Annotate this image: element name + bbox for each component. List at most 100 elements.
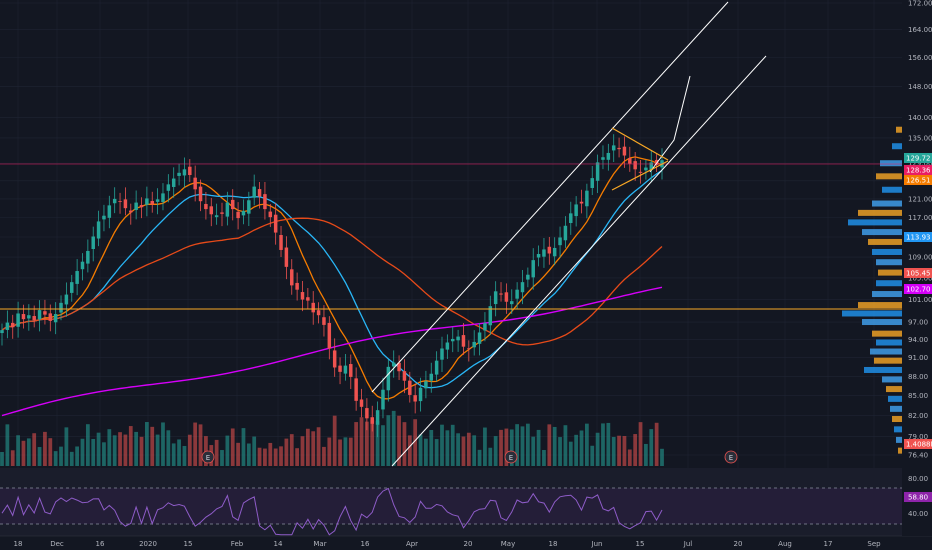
time-axis-bg bbox=[0, 536, 932, 550]
volume-profile-bar bbox=[868, 238, 902, 245]
volume-bar bbox=[118, 432, 122, 466]
volume-profile-bar bbox=[878, 269, 902, 276]
candle-body bbox=[150, 200, 154, 205]
volume-bar bbox=[241, 428, 246, 466]
time-tick-label: 14 bbox=[274, 540, 283, 548]
candle-body bbox=[332, 350, 337, 368]
earnings-marker bbox=[724, 450, 738, 464]
candle-body bbox=[53, 314, 58, 323]
candles bbox=[0, 134, 664, 438]
volume-bar bbox=[585, 423, 589, 466]
volume-bar bbox=[91, 438, 96, 466]
candle-body bbox=[129, 210, 133, 213]
volume-profile-bar bbox=[892, 416, 902, 423]
candle-body bbox=[349, 364, 353, 377]
volume-bar bbox=[155, 434, 160, 466]
candle-body bbox=[434, 360, 439, 375]
volume-bar bbox=[633, 434, 638, 466]
price-tick-label: 85.00 bbox=[908, 392, 928, 400]
volume-bar bbox=[327, 437, 332, 466]
volume-bar bbox=[305, 428, 310, 466]
pennant-upper bbox=[611, 127, 669, 161]
volume-profile-bar bbox=[872, 200, 902, 207]
rsi-line bbox=[1, 487, 663, 536]
time-tick-label: 20 bbox=[734, 540, 743, 548]
candle-body bbox=[290, 269, 294, 286]
volume-profile-bar bbox=[896, 436, 902, 443]
candle-body bbox=[145, 198, 149, 205]
candle-body bbox=[354, 378, 358, 401]
candle-body bbox=[638, 171, 643, 173]
volume-bar bbox=[660, 448, 664, 466]
volume-bar bbox=[601, 423, 605, 466]
price-tick-label: 76.40 bbox=[908, 452, 928, 460]
candle-body bbox=[279, 235, 283, 250]
candle-body bbox=[381, 389, 385, 410]
candle-body bbox=[611, 145, 616, 151]
volume-profile-bar bbox=[898, 447, 902, 454]
candle-body bbox=[595, 162, 600, 181]
volume-profile-bar bbox=[862, 229, 902, 236]
price-tag bbox=[904, 175, 932, 185]
time-tick-label: Apr bbox=[406, 540, 418, 548]
candle-body bbox=[225, 202, 230, 217]
candle-body bbox=[193, 177, 197, 190]
volume-profile-bar bbox=[842, 310, 902, 317]
volume-bar bbox=[579, 430, 584, 466]
volume-bar bbox=[289, 434, 294, 466]
candle-body bbox=[644, 167, 648, 171]
volume-bar bbox=[542, 449, 546, 466]
volume-profile-bar bbox=[886, 386, 902, 393]
volume-bar bbox=[279, 446, 283, 466]
volume-bar bbox=[161, 422, 165, 466]
time-tick-label: 16 bbox=[96, 540, 105, 548]
volume-bar bbox=[300, 436, 305, 466]
price-tag-label: 105.45 bbox=[906, 270, 931, 278]
time-tick-label: 17 bbox=[824, 540, 833, 548]
volume-bar bbox=[638, 422, 643, 466]
volume-bar bbox=[150, 426, 155, 466]
volume-bar bbox=[107, 429, 112, 466]
price-tick-label: 129.00 bbox=[908, 160, 932, 168]
volume-bar bbox=[456, 433, 460, 466]
volume-bar bbox=[504, 428, 509, 466]
candle-body bbox=[43, 311, 47, 315]
candle-body bbox=[16, 313, 20, 327]
volume-profile-bar bbox=[874, 357, 902, 364]
earnings-marker bbox=[201, 450, 215, 464]
time-tick-label: 20 bbox=[464, 540, 473, 548]
rsi-tick-label: 40.00 bbox=[908, 510, 928, 518]
candle-body bbox=[499, 293, 503, 295]
price-tick-label: 105.00 bbox=[908, 274, 932, 282]
time-tick-label: 18 bbox=[14, 540, 23, 548]
candle-body bbox=[633, 161, 637, 170]
candle-body bbox=[386, 366, 391, 391]
candle-body bbox=[86, 250, 90, 264]
candle-body bbox=[96, 221, 101, 239]
volume-bar bbox=[413, 419, 418, 466]
candle-body bbox=[375, 410, 380, 425]
price-tag-label: 126.51 bbox=[906, 177, 931, 185]
volume-profile-bar bbox=[848, 219, 902, 226]
volume-bar bbox=[32, 433, 37, 466]
candle-body bbox=[316, 310, 321, 316]
candle-body bbox=[220, 212, 224, 214]
pennant-lower bbox=[611, 160, 669, 191]
price-tick-label: 156.00 bbox=[908, 54, 932, 62]
price-tag-label: 1.4088M bbox=[906, 441, 932, 449]
volume-bar bbox=[220, 450, 224, 466]
volume-bar bbox=[450, 424, 455, 466]
candle-body bbox=[622, 146, 627, 156]
volume-bar bbox=[488, 447, 493, 466]
volume-bar bbox=[338, 439, 342, 466]
time-tick-label: 16 bbox=[361, 540, 370, 548]
price-tick-label: 91.00 bbox=[908, 354, 928, 362]
time-axis[interactable]: 18 Dec 16 2020 15 Feb 14 Mar 16 Apr 20 May 18 Jun 15 Ju… bbox=[0, 535, 932, 550]
time-tick-label: Jun bbox=[591, 540, 603, 548]
time-tick-label: 2020 bbox=[139, 540, 157, 548]
volume-bar bbox=[198, 424, 203, 466]
candle-body bbox=[263, 194, 267, 210]
candle-body bbox=[424, 381, 428, 389]
